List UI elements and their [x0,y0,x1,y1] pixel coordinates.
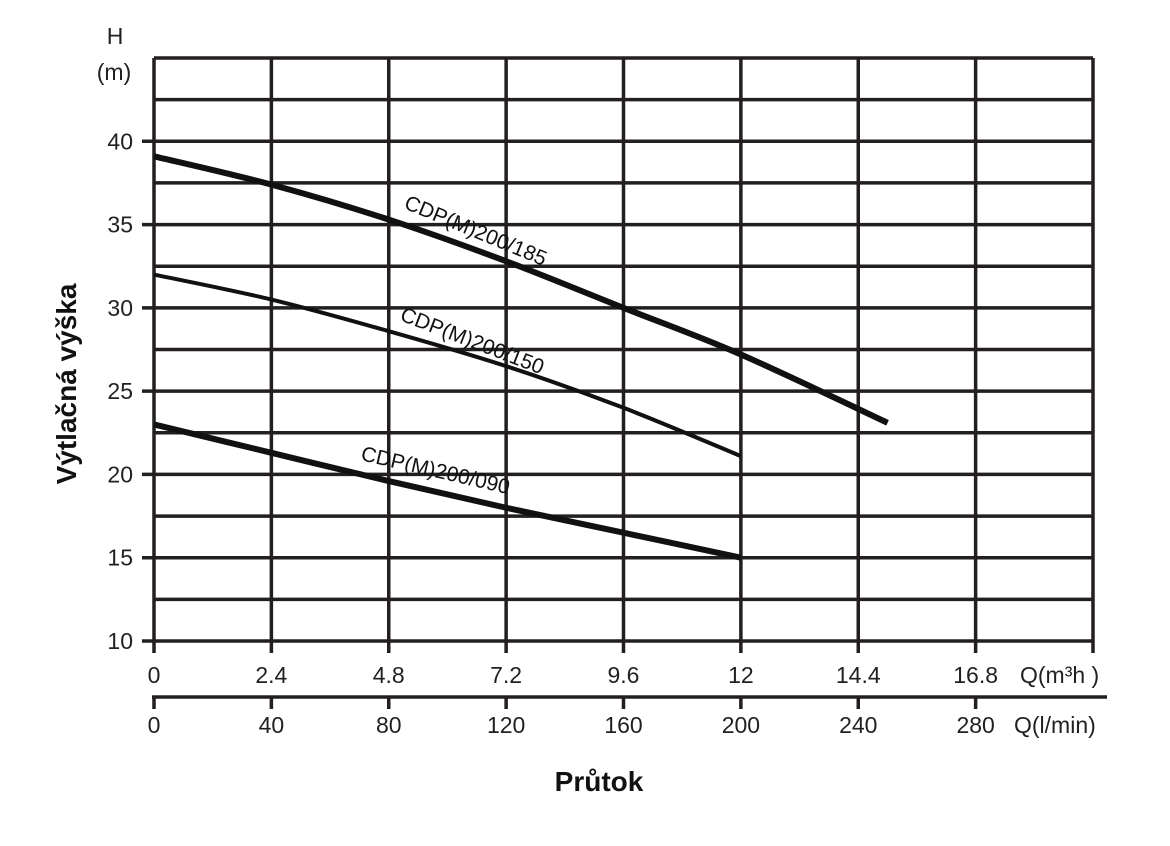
y-tick-label: 15 [107,545,133,571]
x-unit-lmin: Q(l/min) [1014,712,1096,738]
x-tick-label-lmin: 40 [259,712,285,738]
curve-cdpm200185 [153,153,889,426]
x-tick-label-lmin: 200 [722,712,760,738]
x-tick-label-lmin: 0 [148,712,161,738]
x-tick-label-lmin: 80 [376,712,402,738]
x-tick-label-m3h: 14.4 [836,662,881,688]
x-tick-label-m3h: 4.8 [373,662,405,688]
y-unit-m: (m) [97,59,131,85]
y-tick-label: 20 [107,461,133,487]
x-unit-m3h: Q(m³h ) [1020,662,1099,688]
x-tick-label-lmin: 120 [487,712,525,738]
grid [142,56,1107,709]
curve-cdpm200090 [153,421,742,561]
x-axis-title: Průtok [555,766,644,797]
x-tick-label-m3h: 16.8 [953,662,998,688]
y-tick-label: 35 [107,212,133,238]
x-tick-label-lmin: 240 [839,712,877,738]
x-tick-label-m3h: 7.2 [490,662,522,688]
x-tick-label-lmin: 280 [956,712,994,738]
x-tick-label-lmin: 160 [604,712,642,738]
x-tick-label-m3h: 12 [728,662,754,688]
y-tick-label: 25 [107,378,133,404]
x-tick-label-m3h: 2.4 [255,662,287,688]
curves [153,153,889,561]
y-tick-label: 40 [107,128,133,154]
y-tick-label: 30 [107,295,133,321]
axes-text: 10 15 20 25 30 35 40 H (m) 0 2.4 4.8 7.2 9.6 12 14.4 16.… [51,23,1099,797]
y-axis-title: Výtlačná výška [51,283,82,484]
y-unit-h: H [107,23,124,49]
y-tick-label: 10 [107,628,133,654]
x-tick-label-m3h: 9.6 [608,662,640,688]
x-tick-label-m3h: 0 [148,662,161,688]
curve-cdpm200150 [153,272,742,458]
